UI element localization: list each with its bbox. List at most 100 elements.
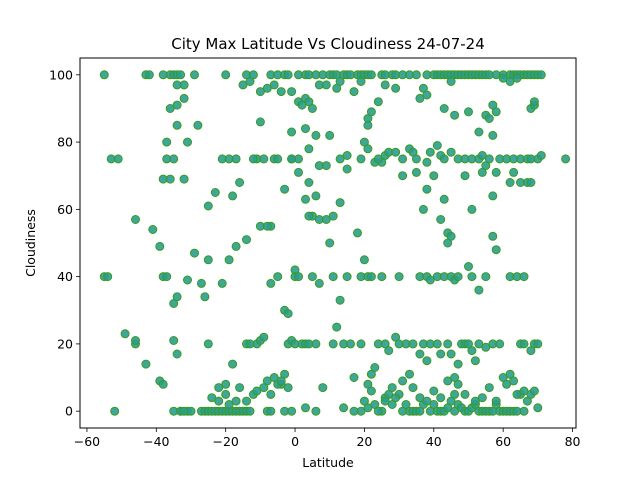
data-point	[460, 171, 470, 181]
x-tick-label: −60	[74, 434, 100, 449]
plot-frame	[79, 57, 577, 429]
data-point	[335, 77, 345, 86]
data-point	[509, 167, 519, 177]
data-point	[366, 70, 376, 80]
data-point	[484, 114, 494, 123]
data-point	[446, 349, 456, 359]
x-tick-label: 60	[495, 434, 511, 449]
data-point	[491, 167, 501, 177]
data-point	[273, 272, 283, 282]
data-point	[411, 154, 421, 164]
data-point	[561, 154, 571, 164]
data-point	[221, 70, 231, 80]
data-point	[526, 178, 536, 187]
data-point	[377, 272, 387, 282]
data-point	[335, 198, 345, 208]
data-point	[304, 211, 314, 221]
data-point	[425, 147, 435, 157]
data-point	[321, 80, 331, 90]
data-point	[474, 127, 484, 137]
data-point	[224, 255, 234, 265]
data-point	[484, 383, 494, 393]
data-point	[162, 137, 172, 147]
data-point	[231, 241, 241, 251]
data-point	[373, 97, 383, 107]
y-axis-label: Cloudiness	[23, 209, 38, 277]
data-point	[536, 70, 546, 80]
data-point	[380, 396, 390, 406]
data-point	[446, 147, 456, 157]
data-point	[418, 204, 428, 214]
data-point	[536, 151, 546, 160]
data-point	[266, 406, 276, 416]
data-point	[342, 151, 352, 160]
data-point	[228, 191, 238, 201]
data-point	[158, 379, 168, 389]
data-point	[415, 349, 425, 359]
data-point	[436, 349, 446, 359]
data-point	[356, 77, 366, 86]
data-point	[328, 211, 338, 221]
data-point	[467, 204, 477, 214]
data-point	[259, 383, 269, 393]
chart-title: City Max Latitude Vs Cloudiness 24-07-24	[171, 35, 485, 53]
data-point	[190, 248, 199, 258]
data-point	[203, 201, 213, 211]
data-point	[294, 167, 303, 177]
data-point	[169, 154, 179, 164]
data-point	[391, 393, 401, 403]
data-point	[221, 389, 231, 399]
x-axis: −60 −40 −20 0 20 40 60 80	[74, 428, 581, 449]
data-point	[529, 97, 539, 107]
data-point	[144, 70, 154, 80]
data-point	[141, 359, 151, 369]
data-point	[443, 339, 453, 349]
data-point	[304, 178, 314, 187]
data-point	[335, 295, 345, 305]
data-point	[398, 154, 408, 164]
data-point	[287, 406, 297, 416]
data-point	[245, 406, 255, 416]
data-point	[203, 339, 213, 349]
data-point	[491, 107, 501, 117]
data-point	[287, 127, 297, 137]
data-point	[301, 124, 310, 134]
data-point	[512, 73, 522, 83]
data-point	[533, 339, 543, 349]
points-layer	[99, 70, 571, 416]
data-point	[391, 83, 401, 93]
data-point	[411, 70, 421, 80]
data-point	[453, 379, 463, 389]
data-point	[439, 194, 449, 204]
data-point	[405, 369, 414, 379]
data-point	[183, 275, 192, 285]
data-point	[165, 174, 175, 184]
data-point	[467, 272, 477, 282]
data-point	[335, 154, 345, 164]
data-point	[356, 339, 366, 349]
data-point	[311, 339, 321, 349]
data-point	[235, 383, 245, 393]
data-point	[276, 376, 286, 386]
data-point	[245, 77, 255, 86]
data-point	[311, 130, 321, 140]
data-point	[266, 389, 276, 399]
data-point	[363, 120, 373, 130]
data-point	[269, 80, 279, 90]
data-point	[439, 104, 449, 113]
data-point	[231, 154, 241, 164]
data-point	[533, 403, 543, 413]
data-point	[519, 339, 529, 349]
data-point	[366, 272, 376, 282]
data-point	[228, 359, 238, 369]
data-point	[342, 272, 352, 282]
data-point	[235, 178, 245, 187]
x-tick-label: −20	[212, 434, 238, 449]
data-point	[287, 87, 297, 97]
data-point	[366, 386, 376, 396]
data-point	[318, 383, 328, 393]
data-point	[356, 154, 366, 164]
data-point	[238, 80, 248, 90]
data-point	[179, 174, 189, 184]
data-point	[353, 228, 362, 238]
